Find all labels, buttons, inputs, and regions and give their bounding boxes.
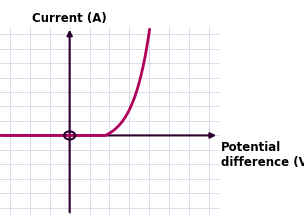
Text: Current (A): Current (A) (32, 13, 107, 26)
Text: Potential
difference (V): Potential difference (V) (221, 141, 304, 169)
